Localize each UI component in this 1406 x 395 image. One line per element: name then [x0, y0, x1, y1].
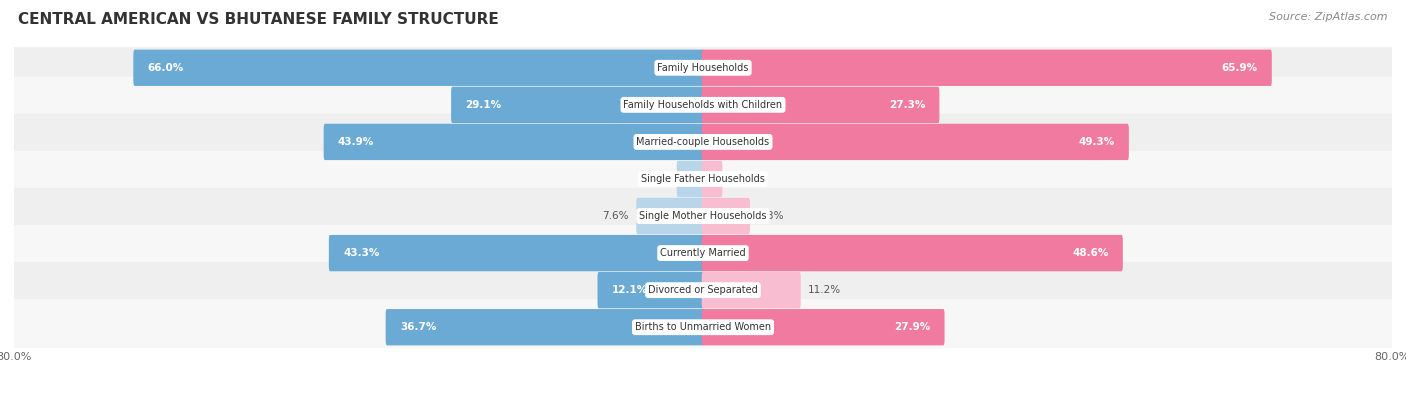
Text: Single Father Households: Single Father Households [641, 174, 765, 184]
FancyBboxPatch shape [702, 198, 749, 234]
Text: Currently Married: Currently Married [661, 248, 745, 258]
Text: 29.1%: 29.1% [465, 100, 502, 110]
FancyBboxPatch shape [11, 225, 1395, 281]
FancyBboxPatch shape [11, 188, 1395, 244]
Text: CENTRAL AMERICAN VS BHUTANESE FAMILY STRUCTURE: CENTRAL AMERICAN VS BHUTANESE FAMILY STR… [18, 12, 499, 27]
Text: Single Mother Households: Single Mother Households [640, 211, 766, 221]
FancyBboxPatch shape [702, 50, 1272, 86]
FancyBboxPatch shape [637, 198, 704, 234]
Text: 5.3%: 5.3% [758, 211, 783, 221]
FancyBboxPatch shape [11, 299, 1395, 356]
Text: 66.0%: 66.0% [148, 63, 184, 73]
Text: Family Households: Family Households [658, 63, 748, 73]
FancyBboxPatch shape [702, 161, 723, 197]
Text: 2.1%: 2.1% [730, 174, 756, 184]
Text: 11.2%: 11.2% [808, 285, 841, 295]
Text: Married-couple Households: Married-couple Households [637, 137, 769, 147]
FancyBboxPatch shape [11, 114, 1395, 170]
FancyBboxPatch shape [323, 124, 704, 160]
FancyBboxPatch shape [385, 309, 704, 345]
FancyBboxPatch shape [702, 309, 945, 345]
Text: Births to Unmarried Women: Births to Unmarried Women [636, 322, 770, 332]
FancyBboxPatch shape [134, 50, 704, 86]
Text: Divorced or Separated: Divorced or Separated [648, 285, 758, 295]
FancyBboxPatch shape [11, 40, 1395, 96]
FancyBboxPatch shape [11, 77, 1395, 133]
FancyBboxPatch shape [329, 235, 704, 271]
FancyBboxPatch shape [451, 87, 704, 123]
FancyBboxPatch shape [11, 262, 1395, 318]
FancyBboxPatch shape [702, 272, 801, 308]
Text: 65.9%: 65.9% [1222, 63, 1257, 73]
Text: 49.3%: 49.3% [1078, 137, 1115, 147]
Text: 27.9%: 27.9% [894, 322, 931, 332]
FancyBboxPatch shape [702, 235, 1123, 271]
Text: 7.6%: 7.6% [602, 211, 628, 221]
FancyBboxPatch shape [702, 124, 1129, 160]
Text: 36.7%: 36.7% [399, 322, 436, 332]
FancyBboxPatch shape [598, 272, 704, 308]
Text: 2.9%: 2.9% [643, 174, 669, 184]
Text: Source: ZipAtlas.com: Source: ZipAtlas.com [1270, 12, 1388, 22]
Text: 12.1%: 12.1% [612, 285, 648, 295]
Text: 48.6%: 48.6% [1073, 248, 1108, 258]
Text: 43.9%: 43.9% [337, 137, 374, 147]
Text: Family Households with Children: Family Households with Children [623, 100, 783, 110]
FancyBboxPatch shape [11, 151, 1395, 207]
Text: 43.3%: 43.3% [343, 248, 380, 258]
Text: 27.3%: 27.3% [889, 100, 925, 110]
FancyBboxPatch shape [702, 87, 939, 123]
FancyBboxPatch shape [676, 161, 704, 197]
